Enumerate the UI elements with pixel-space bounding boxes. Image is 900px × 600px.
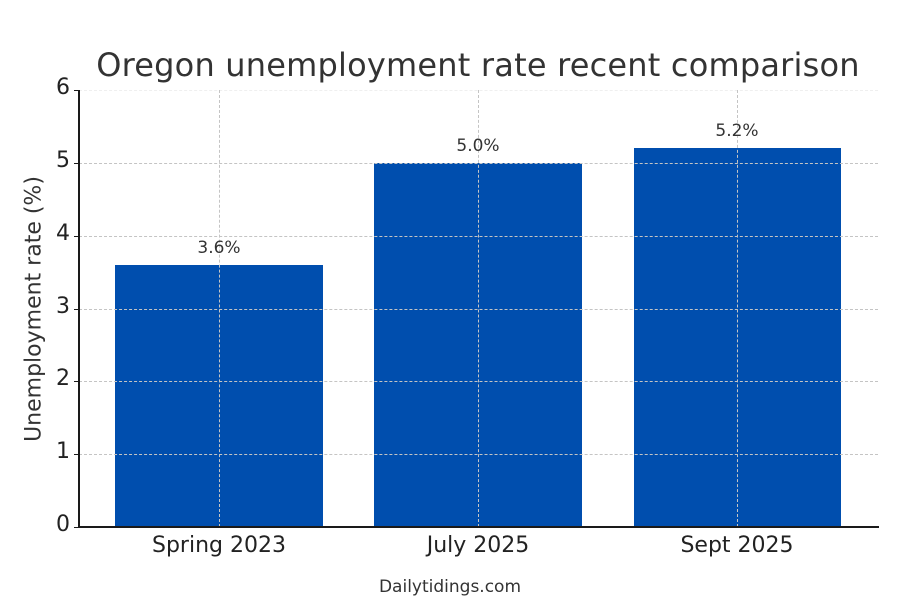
x-tick-sept-2025: Sept 2025 [680,533,794,558]
y-axis-line [78,90,80,528]
y-tick-6: 6 [56,75,70,100]
x-tick-spring-2023: Spring 2023 [152,533,286,558]
y-tick-mark [74,527,79,528]
gridline-x1 [219,90,220,527]
y-tick-mark [74,236,79,237]
gridline-x2 [478,90,479,527]
y-tick-3: 3 [56,294,70,319]
chart-title: Oregon unemployment rate recent comparis… [96,46,860,84]
y-tick-mark [74,163,79,164]
y-tick-mark [74,309,79,310]
y-tick-mark [74,90,79,91]
gridline-x3 [737,90,738,527]
y-tick-1: 1 [56,439,70,464]
y-tick-4: 4 [56,221,70,246]
y-tick-mark [74,381,79,382]
y-tick-5: 5 [56,148,70,173]
source-credit: Dailytidings.com [378,577,522,597]
plot-area [79,90,878,527]
bar-value-label: 3.6% [197,238,241,258]
bar-value-label: 5.0% [456,136,500,156]
x-axis-line [78,526,879,528]
bar-value-label: 5.2% [715,121,759,141]
y-tick-mark [74,454,79,455]
y-tick-0: 0 [56,512,70,537]
y-tick-2: 2 [56,366,70,391]
x-tick-july-2025: July 2025 [426,533,530,558]
